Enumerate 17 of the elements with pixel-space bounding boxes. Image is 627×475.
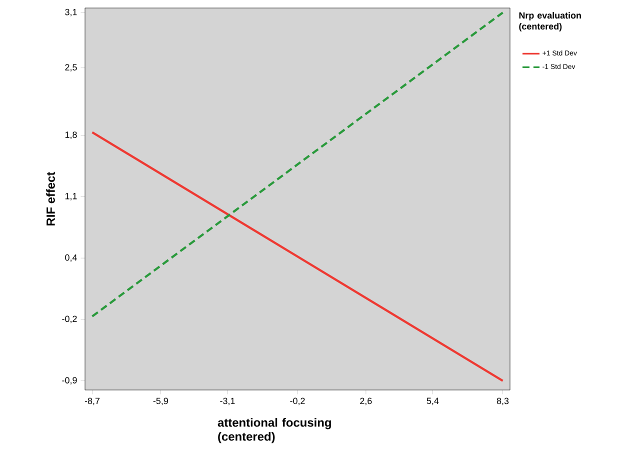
x-tick-label: 8,3 bbox=[496, 398, 509, 406]
x-tick-label: 5,4 bbox=[426, 398, 439, 406]
y-axis-title: RIF effect bbox=[46, 172, 55, 226]
y-tick-label: -0,2 bbox=[62, 316, 77, 324]
y-tick-label: 3,1 bbox=[65, 8, 77, 16]
x-tick-label: -5,9 bbox=[153, 398, 168, 406]
y-tick-label: 0,4 bbox=[65, 254, 77, 262]
legend-title: Nrp evaluation (centered) bbox=[519, 12, 581, 32]
y-tick-label: 1,1 bbox=[65, 193, 77, 200]
x-tick-label: -8,7 bbox=[84, 398, 100, 406]
x-axis-title: attentional focusing (centered) bbox=[218, 418, 331, 444]
x-tick-label: 2,6 bbox=[360, 398, 372, 406]
y-tick-label: 2,5 bbox=[65, 64, 77, 72]
y-tick-label: 1,8 bbox=[65, 132, 77, 139]
y-tick-label: -0,9 bbox=[62, 377, 77, 384]
x-tick-label: -3,1 bbox=[220, 398, 235, 406]
x-tick-label: -0,2 bbox=[290, 398, 305, 406]
